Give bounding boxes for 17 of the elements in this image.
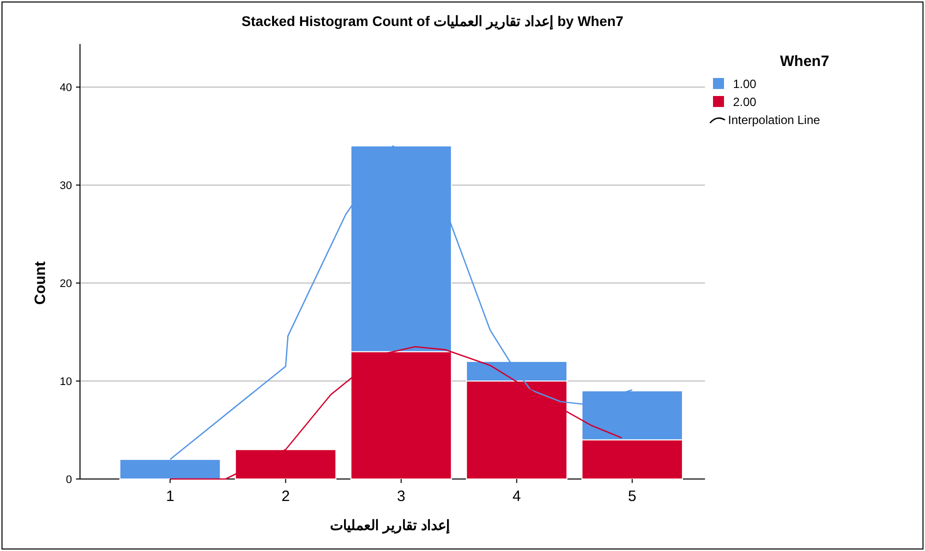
x-tick-label: 1 xyxy=(166,488,174,505)
y-tick-label: 20 xyxy=(60,278,72,290)
x-tick-label: 3 xyxy=(396,488,406,505)
y-tick-label: 30 xyxy=(60,180,72,192)
x-tick-label: 2 xyxy=(281,488,290,505)
legend-label: 1.00 xyxy=(733,77,757,91)
annotation: Interpolation Line xyxy=(728,113,820,127)
x-tick-label: 5 xyxy=(628,488,636,505)
xlabel: إعداد تقارير العمليات xyxy=(330,517,450,533)
y-tick-label: 0 xyxy=(66,474,72,486)
y-tick-label: 10 xyxy=(60,376,72,388)
y-tick-label: 40 xyxy=(60,82,72,94)
ylabel: Count xyxy=(32,261,49,305)
line-series xyxy=(169,346,622,480)
title: Stacked Histogram Count of إعداد تقارير العمليات by When7 xyxy=(242,13,624,29)
legend-label: 2.00 xyxy=(733,95,757,109)
x-tick-label: 4 xyxy=(512,488,521,505)
